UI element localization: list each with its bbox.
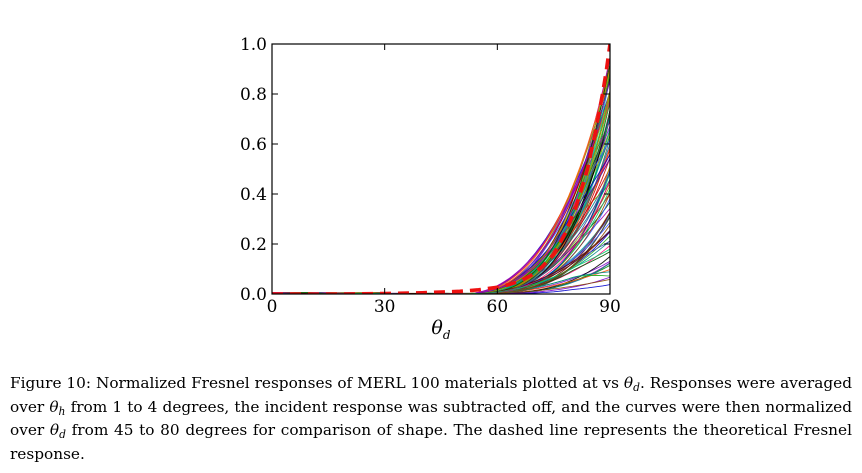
figure-caption: Figure 10: Normalized Fresnel responses … <box>10 372 852 466</box>
material-curve <box>272 278 610 294</box>
material-curve <box>272 90 610 294</box>
x-tick-label: 90 <box>599 297 621 317</box>
material-curve <box>272 224 610 294</box>
y-tick-label: 1.0 <box>240 35 267 55</box>
material-curve <box>272 256 610 294</box>
y-tick-label: 0.0 <box>240 285 267 305</box>
material-curve <box>272 92 610 294</box>
x-axis-label: θd <box>431 317 450 342</box>
material-curve <box>272 271 610 294</box>
caption-subscript: h <box>58 404 66 418</box>
material-curve <box>272 240 610 294</box>
axes-frame <box>271 43 611 295</box>
material-curve <box>272 173 610 294</box>
y-tick-label: 0.8 <box>240 85 267 105</box>
fresnel-chart: 0 30 60 90 0.0 0.2 0.4 0.6 0.8 1.0 θd <box>240 35 621 342</box>
fresnel-dashed-line <box>272 44 610 294</box>
caption-subscript: d <box>59 428 66 441</box>
material-curve <box>272 179 610 294</box>
caption-symbol: θ <box>49 397 59 416</box>
material-curve <box>272 117 610 294</box>
y-tick-label: 0.2 <box>240 235 267 255</box>
figure: 0 30 60 90 0.0 0.2 0.4 0.6 0.8 1.0 θd <box>240 35 621 342</box>
material-curve <box>272 248 610 294</box>
caption-subscript: d <box>633 381 640 394</box>
caption-text: from 1 to 4 degrees, the incident respon… <box>10 397 852 440</box>
material-curve <box>272 153 610 294</box>
x-tick-label: 60 <box>487 297 509 317</box>
material-curve <box>272 65 610 294</box>
y-tick-label: 0.6 <box>240 135 267 155</box>
caption-text: . Responses were averaged over <box>10 374 852 416</box>
caption-text: from 45 to 80 degrees for comparison of … <box>10 421 852 463</box>
x-tick-label: 0 <box>267 297 278 317</box>
caption-symbol: θ <box>49 421 60 439</box>
caption-symbol: θ <box>623 374 634 392</box>
y-tick-label: 0.4 <box>240 185 267 205</box>
material-curve <box>272 71 610 294</box>
material-curve <box>272 100 610 294</box>
caption-text: Figure 10: Normalized Fresnel responses … <box>10 374 624 392</box>
x-tick-label: 30 <box>374 297 396 317</box>
material-curve <box>272 80 610 294</box>
material-curve <box>272 201 610 294</box>
material-curve <box>272 230 610 294</box>
material-curve <box>272 171 610 294</box>
